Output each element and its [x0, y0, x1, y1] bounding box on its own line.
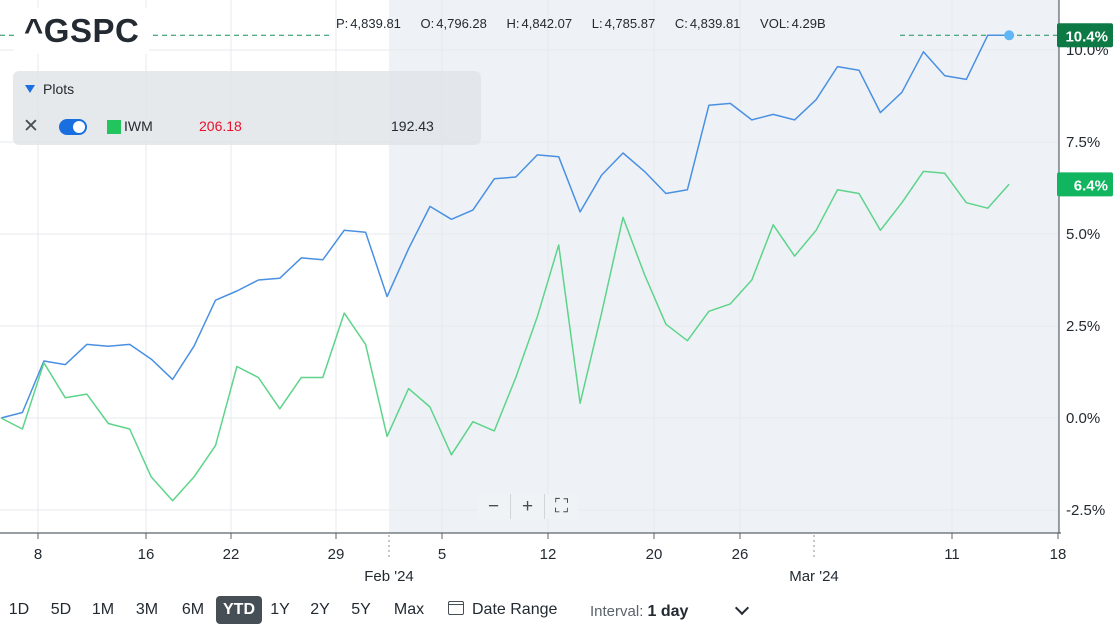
x-tick-label: 26 [732, 546, 749, 563]
x-tick-label: 29 [328, 546, 345, 563]
range-5d-button[interactable]: 5D [50, 601, 72, 618]
y-tick-label: 5.0% [1066, 226, 1100, 243]
comparison-symbol: IWM [124, 118, 153, 134]
series-line-iwm [0, 170, 1010, 502]
fullscreen-button[interactable]: ⛶ [544, 494, 578, 519]
last-value-badge [1057, 172, 1113, 197]
comparison-row: ✕ IWM 206.18 192.43 [23, 116, 473, 138]
range-5y-button[interactable]: 5Y [351, 601, 371, 618]
close-label: C: [674, 16, 688, 31]
zoom-out-button[interactable]: − [487, 496, 500, 517]
last-value-label: 10.4% [1065, 28, 1108, 45]
x-tick-label: 22 [223, 546, 240, 563]
y-tick-label: 0.0% [1066, 410, 1100, 427]
range-1y-button[interactable]: 1Y [270, 601, 290, 618]
x-tick-label: 18 [1050, 546, 1067, 563]
last-point-marker [1004, 30, 1015, 41]
x-tick-label: 5 [438, 546, 446, 563]
after-hours-shading [389, 0, 1059, 533]
comparison-price: 192.43 [391, 118, 434, 134]
x-tick-label: 16 [138, 546, 155, 563]
y-tick-label: -2.5% [1066, 502, 1105, 519]
series-line-gspc [0, 34, 1010, 419]
range-1d-button[interactable]: 1D [8, 601, 30, 618]
plots-title: Plots [43, 81, 75, 97]
volume-label: VOL: [760, 16, 790, 31]
low-label: L: [591, 16, 603, 31]
comparison-visibility-toggle[interactable] [59, 119, 87, 135]
date-range-button[interactable]: Date Range [448, 596, 557, 624]
plots-toggle[interactable]: Plots [25, 81, 74, 97]
collapse-triangle-icon[interactable] [25, 85, 35, 93]
plots-panel: Plots ✕ IWM 206.18 192.43 [13, 71, 481, 145]
comparison-color-swatch[interactable] [107, 120, 121, 134]
remove-comparison-close-icon[interactable]: ✕ [23, 116, 39, 137]
comparison-change: 206.18 [199, 118, 242, 134]
close-value: 4,839.81 [689, 16, 741, 31]
x-tick-label: 8 [34, 546, 42, 563]
y-tick-label: 2.5% [1066, 318, 1100, 335]
range-1m-button[interactable]: 1M [91, 601, 115, 618]
last-value-label: 6.4% [1074, 177, 1108, 194]
x-tick-label: Feb '24 [364, 568, 414, 585]
range-6m-button[interactable]: 6M [181, 601, 205, 618]
chart-series [0, 30, 1059, 502]
open-label: O: [420, 16, 435, 31]
interval-value: 1 day [647, 603, 689, 620]
high-label: H: [506, 16, 520, 31]
range-ytd-button[interactable]: YTD [216, 596, 262, 624]
x-tick-label: 12 [540, 546, 557, 563]
price-label: P: [336, 16, 349, 31]
open-value: 4,796.28 [436, 16, 487, 31]
x-tick-label: Mar '24 [789, 568, 839, 585]
date-range-label: Date Range [472, 601, 558, 618]
last-value-badge [1057, 23, 1113, 48]
x-tick-label: 20 [646, 546, 663, 563]
low-value: 4,785.87 [604, 16, 656, 31]
high-value: 4,842.07 [521, 16, 573, 31]
range-max-button[interactable]: Max [393, 601, 425, 618]
zoom-controls: − + ⛶ [477, 494, 578, 519]
range-selector: 1D 5D 1M 3M 6M YTD 1Y 2Y 5Y Max Date Ran… [0, 596, 1120, 624]
price-value: 4,839.81 [350, 16, 401, 31]
ohlc-readout: P: 4,839.81 O: 4,796.28 H: 4,842.07 L: 4,785… [336, 16, 826, 31]
volume-value: 4.29B [791, 16, 826, 31]
calendar-icon [448, 601, 464, 615]
range-2y-button[interactable]: 2Y [310, 601, 330, 618]
y-tick-label: 7.5% [1066, 134, 1100, 151]
zoom-in-button[interactable]: + [510, 494, 544, 519]
interval-dropdown[interactable]: Interval: 1 day [590, 598, 688, 626]
x-tick-label: 11 [944, 546, 960, 563]
range-3m-button[interactable]: 3M [135, 601, 159, 618]
interval-label: Interval: [590, 603, 644, 620]
chart-axes [0, 0, 1061, 557]
symbol-title: ^GSPC [14, 8, 150, 54]
